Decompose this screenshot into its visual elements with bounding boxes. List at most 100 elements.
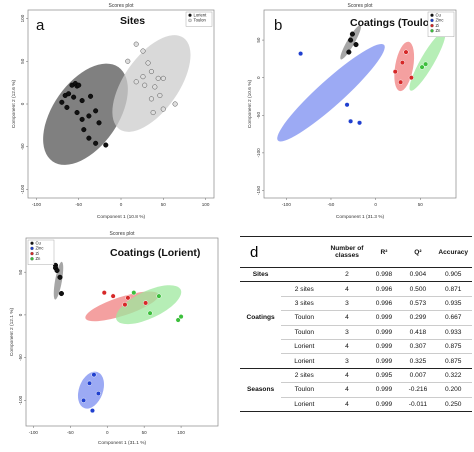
cell-classes: 3 — [327, 324, 367, 340]
table-row: 3 sites 3 0.996 0.573 0.935 — [240, 295, 472, 311]
cell-q2: 0.307 — [401, 338, 435, 354]
legend-marker — [30, 241, 34, 245]
x-tick-label: -100 — [29, 430, 39, 435]
y-tick-label: 50 — [256, 37, 261, 43]
data-point-zi — [392, 69, 398, 75]
row-group: Coatings — [246, 314, 275, 322]
data-point-zinc — [357, 120, 363, 126]
cell-r2: 0.999 — [366, 324, 402, 340]
data-point-zn — [131, 290, 137, 296]
plot-title: Scores plot — [347, 3, 373, 9]
data-point-lorient — [86, 113, 92, 119]
x-tick-label: 50 — [161, 202, 167, 207]
confidence-ellipse-group — [43, 63, 128, 165]
cell-r2: 0.996 — [366, 295, 402, 311]
row-group — [240, 367, 282, 383]
legend-marker — [430, 23, 434, 28]
panel-letter: b — [274, 17, 282, 34]
data-point-lorient — [96, 120, 102, 126]
data-point-toulon — [172, 101, 178, 107]
y-tick-label: -50 — [20, 143, 25, 150]
row-subgroup: 2 sites — [281, 367, 328, 383]
x-tick-label: 50 — [142, 430, 148, 435]
table-row: Lorient 4 0.999 -0.011 0.250 — [240, 396, 472, 412]
legend-marker — [188, 13, 192, 17]
row-group — [240, 296, 281, 310]
cell-accuracy: 0.905 — [444, 271, 462, 279]
data-point-zi — [143, 300, 149, 306]
legend-marker — [30, 251, 34, 256]
legend-marker — [430, 29, 434, 33]
x-tick-label: -50 — [67, 430, 74, 435]
table-row: 2 sites 4 0.995 0.007 0.322 — [240, 367, 472, 383]
data-point-toulon — [157, 92, 163, 99]
data-point-cu — [58, 290, 64, 297]
cell-q2: 0.299 — [401, 310, 435, 326]
data-point-cu — [54, 267, 60, 274]
column-header-r2: R² — [366, 236, 402, 268]
y-tick-label: 50 — [20, 58, 25, 64]
y-axis-label: Component 2 (12.6 %) — [11, 79, 17, 128]
cell-q2: 0.573 — [401, 295, 435, 311]
inner-title: Coatings (Toulon) — [350, 17, 439, 29]
column-header-classes: Number of classes — [327, 236, 367, 268]
x-axis-label: Component 1 (10.8 %) — [97, 214, 146, 220]
column-header-q2: Q² — [401, 236, 435, 268]
data-point-lorient — [93, 140, 99, 146]
cell-r2: 0.999 — [366, 396, 402, 412]
data-point-lorient — [76, 82, 82, 88]
y-tick-label: -100 — [18, 395, 23, 405]
confidence-ellipse-zn — [115, 285, 182, 325]
data-point-zinc — [298, 51, 304, 57]
data-point-zi — [399, 60, 405, 66]
legend-marker — [430, 13, 434, 17]
legend-label: Toulon — [194, 18, 207, 23]
data-point-lorient — [79, 116, 85, 122]
x-tick-label: 100 — [177, 430, 185, 435]
data-point-zi — [125, 295, 131, 301]
y-axis-label: Component 2 (10.6 %) — [247, 79, 253, 128]
data-point-toulon — [148, 68, 154, 75]
column-header-accuracy: Accuracy — [434, 236, 472, 268]
data-point-toulon — [145, 60, 151, 66]
scores-plot-sites: Scores plot -100 -50 0 50 100 -100 -50 0 50 100 Com… — [11, 3, 215, 220]
confidence-ellipse-group — [112, 35, 191, 132]
cell-accuracy: 0.667 — [434, 310, 472, 326]
table-row: Lorient 3 0.999 0.325 0.875 — [240, 353, 472, 369]
data-point-zi — [110, 293, 116, 299]
data-point-lorient — [88, 93, 94, 99]
legend-label: Zinc — [436, 18, 444, 23]
row-subgroup: Lorient — [281, 338, 328, 354]
table-row: Coatings Toulon 4 0.999 0.299 0.667 — [240, 310, 472, 326]
row-group — [240, 354, 281, 368]
scores-plot-coatings-lorient: Scores plot -100 -50 0 50 100 -100 -50 0 50 Compon… — [9, 231, 219, 446]
data-point-lorient — [103, 142, 109, 148]
cell-q2: -0.011 — [401, 396, 435, 412]
row-group — [240, 339, 281, 353]
x-tick-label: -100 — [32, 202, 42, 207]
data-point-lorient — [79, 98, 85, 104]
table-row: Toulon 3 0.999 0.418 0.933 — [240, 324, 472, 340]
data-point-zi — [408, 75, 414, 81]
data-point-zn — [178, 314, 184, 320]
confidence-ellipse-zn — [409, 31, 446, 91]
x-tick-label: 50 — [418, 202, 424, 207]
cell-accuracy: 0.875 — [434, 338, 472, 354]
row-subgroup: Toulon — [281, 382, 328, 398]
row-group — [240, 397, 282, 412]
cell-r2: 0.999 — [366, 310, 402, 326]
cell-accuracy: 0.871 — [434, 281, 472, 297]
legend-label: Zn — [36, 256, 42, 261]
data-point-toulon — [133, 41, 139, 47]
data-point-toulon — [148, 96, 154, 102]
data-point-zinc — [91, 372, 97, 378]
data-point-zi — [122, 302, 128, 308]
table-row: Lorient 4 0.999 0.307 0.875 — [240, 338, 472, 354]
plot-title: Scores plot — [109, 231, 135, 237]
cell-classes: 4 — [327, 367, 367, 383]
cell-classes: 4 — [327, 338, 367, 354]
data-point-zinc — [86, 380, 93, 386]
y-tick-label: -100 — [20, 184, 25, 194]
data-point-zn — [156, 293, 162, 299]
data-point-zn — [147, 310, 153, 316]
